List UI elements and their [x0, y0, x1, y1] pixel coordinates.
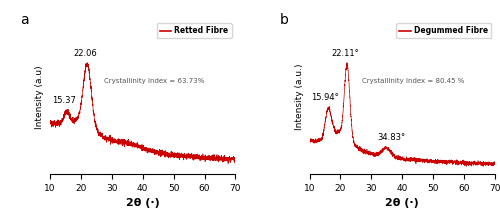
- Text: 22.11°: 22.11°: [332, 49, 359, 58]
- Y-axis label: Intensity (a.u): Intensity (a.u): [36, 65, 44, 129]
- Text: 22.06: 22.06: [74, 49, 98, 58]
- Text: Crystallinity index = 63.73%: Crystallinity index = 63.73%: [104, 78, 204, 84]
- Legend: Retted Fibre: Retted Fibre: [157, 23, 232, 38]
- Text: b: b: [280, 13, 289, 27]
- Text: Crystallinity Index = 80.45 %: Crystallinity Index = 80.45 %: [362, 78, 464, 84]
- Text: 15.37: 15.37: [52, 96, 76, 105]
- Text: a: a: [20, 13, 29, 27]
- Y-axis label: Intensity (a.u.): Intensity (a.u.): [295, 63, 304, 130]
- Text: 34.83°: 34.83°: [377, 133, 405, 142]
- X-axis label: 2θ (·): 2θ (·): [386, 198, 419, 208]
- X-axis label: 2θ (·): 2θ (·): [126, 198, 160, 208]
- Legend: Degummed Fibre: Degummed Fibre: [396, 23, 491, 38]
- Text: 15.94°: 15.94°: [311, 93, 338, 102]
